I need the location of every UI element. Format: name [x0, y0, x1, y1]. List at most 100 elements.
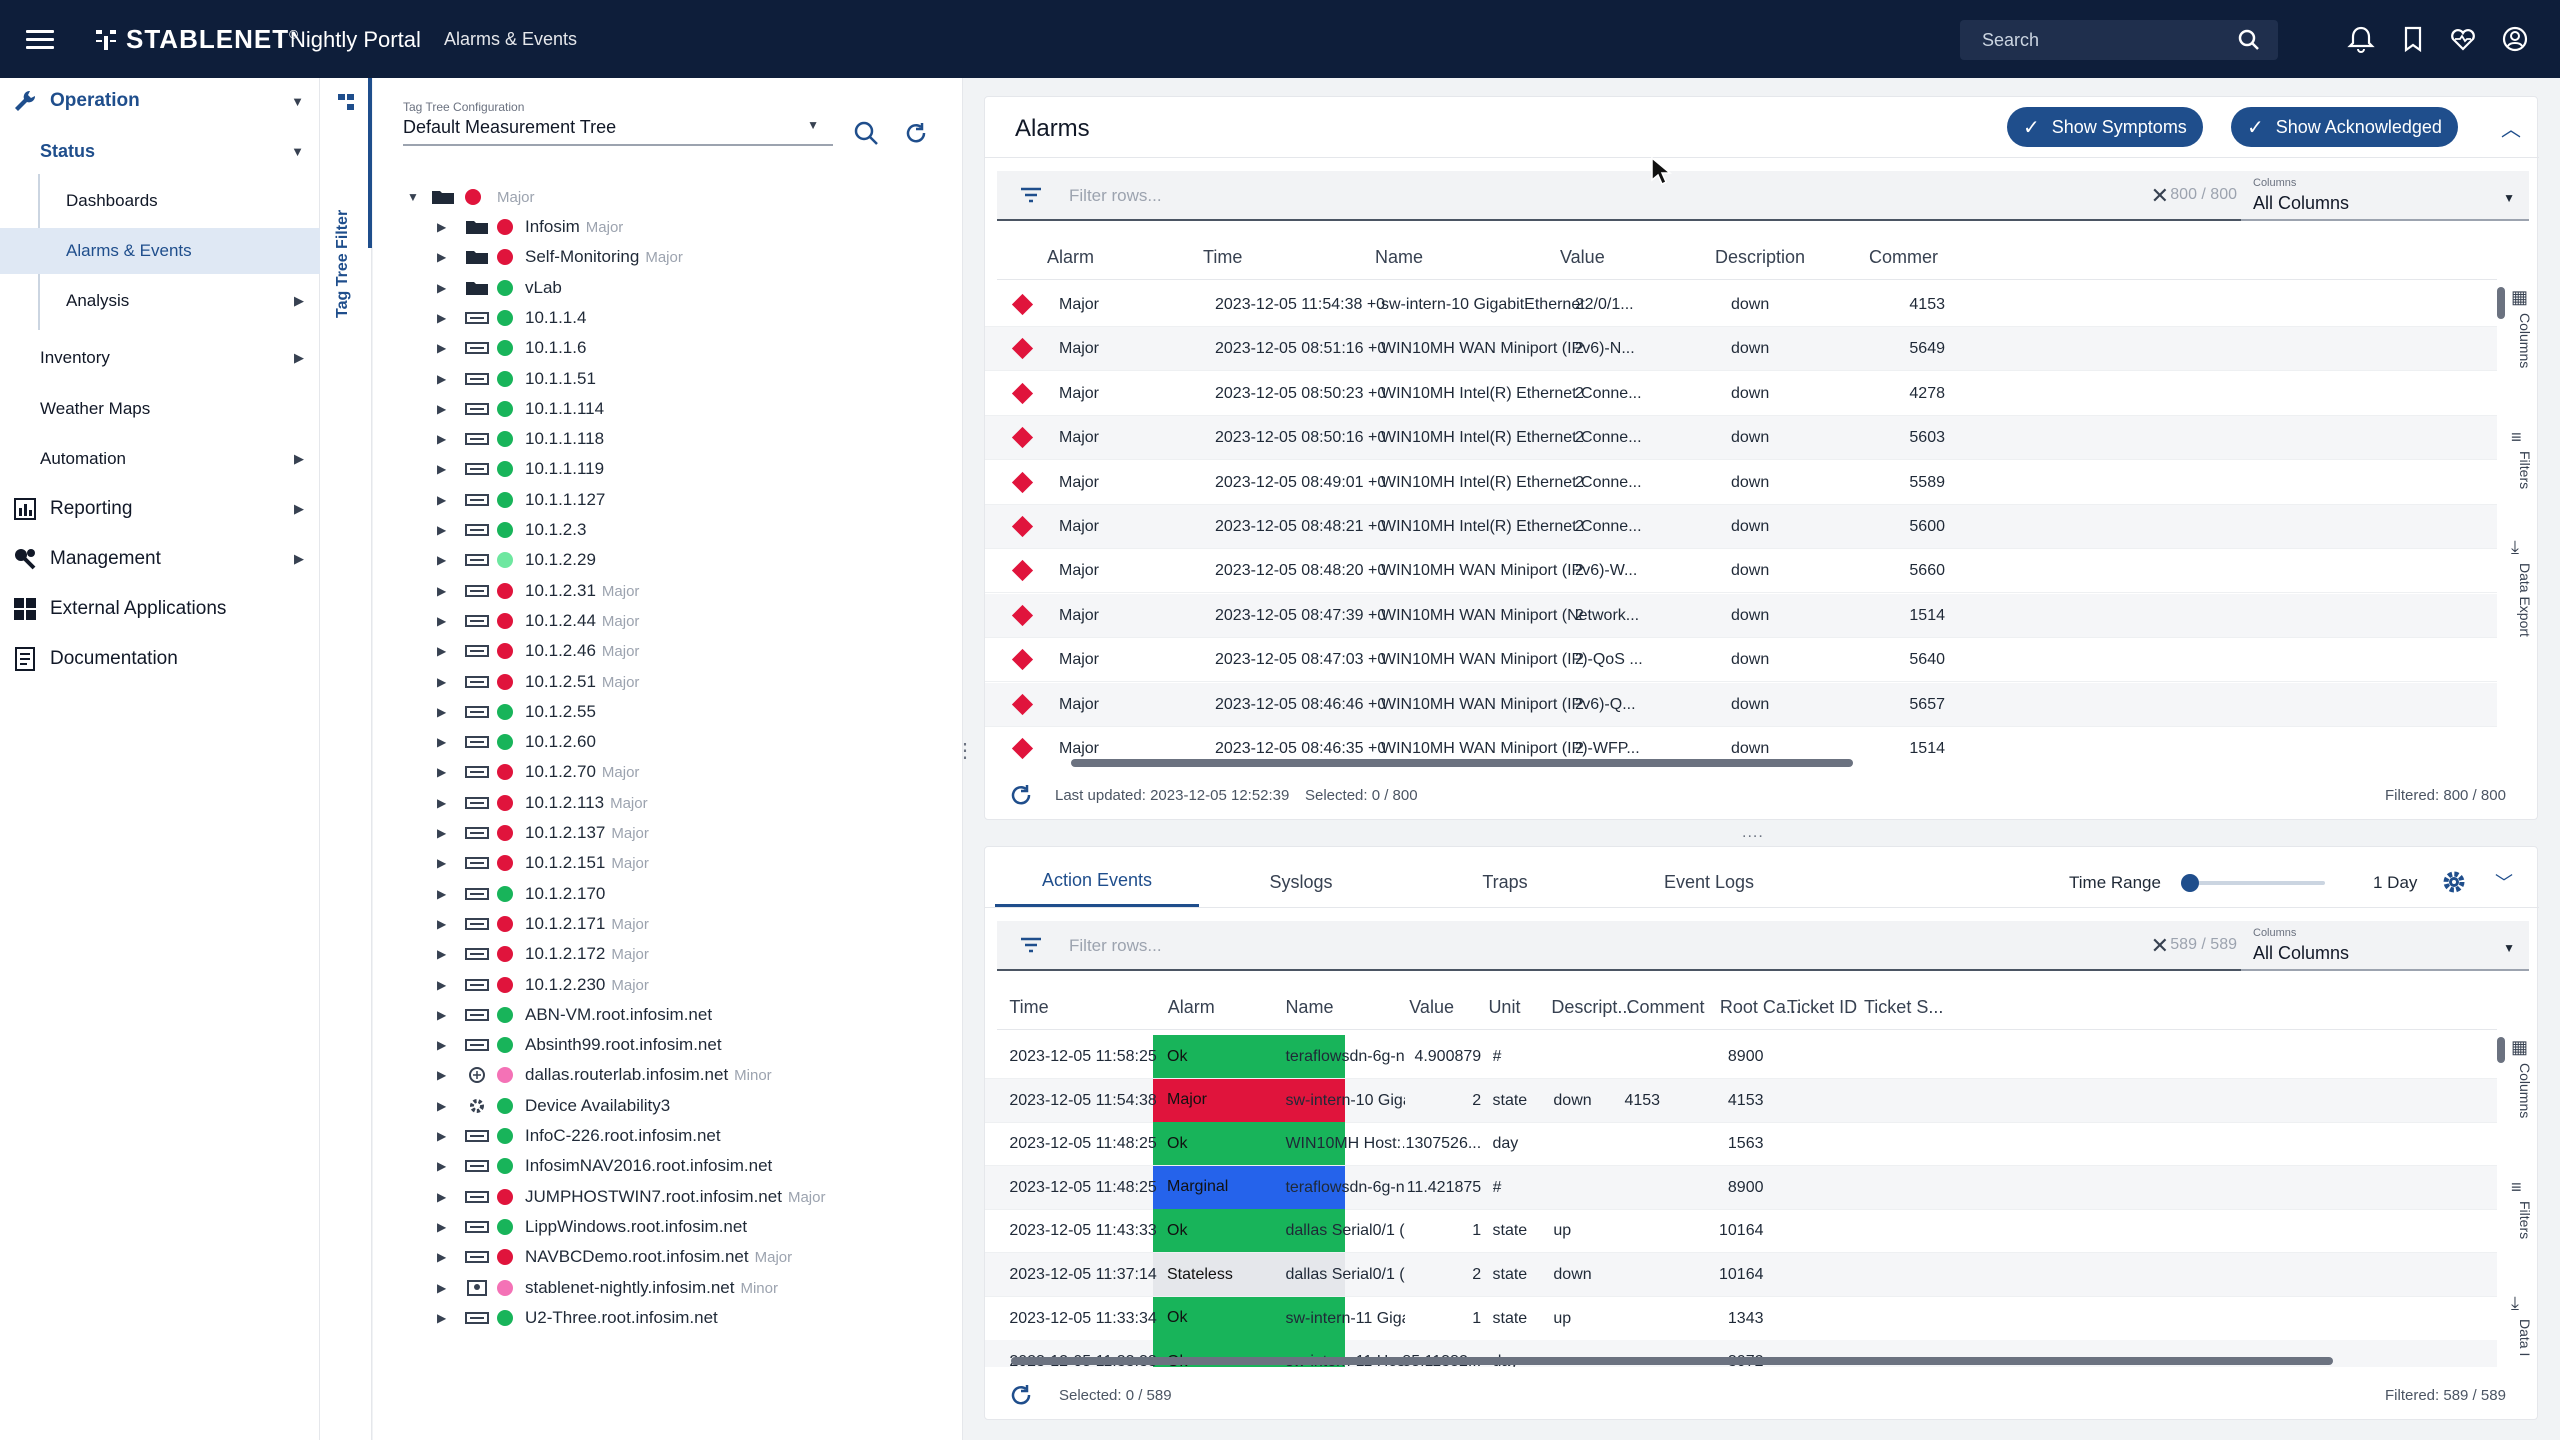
tab-traps[interactable]: Traps — [1482, 871, 1528, 892]
column-header[interactable]: Name — [1285, 997, 1334, 1017]
chevron-right-icon[interactable]: ▶ — [437, 280, 447, 295]
tree-item[interactable]: ▶ 10.1.2.172 Major — [373, 939, 953, 969]
chevron-right-icon[interactable]: ▶ — [437, 1159, 447, 1174]
tree-item[interactable]: ▶ Self-Monitoring Major — [373, 242, 953, 272]
filters-side-tab[interactable]: Filters — [2517, 1201, 2533, 1240]
chevron-right-icon[interactable]: ▶ — [437, 1007, 447, 1022]
chevron-right-icon[interactable]: ▶ — [437, 613, 447, 628]
user-icon[interactable] — [2500, 24, 2530, 54]
heart-pulse-icon[interactable] — [2448, 24, 2478, 54]
chevron-right-icon[interactable]: ▶ — [437, 947, 447, 962]
chevron-right-icon[interactable]: ▶ — [437, 583, 447, 598]
filter-lines-icon[interactable]: ≡ — [2511, 427, 2522, 447]
data-export-side-tab[interactable]: Data I — [2517, 1319, 2533, 1357]
tree-item[interactable]: ▶ stablenet-nightly.infosim.net Minor — [373, 1273, 953, 1303]
columns-side-tab[interactable]: Columns — [2517, 313, 2533, 369]
horizontal-scrollbar[interactable] — [1071, 759, 1853, 767]
chevron-right-icon[interactable]: ▶ — [437, 1068, 447, 1083]
nav-alarms-events[interactable]: Alarms & Events — [0, 228, 320, 274]
tree-item[interactable]: ▶ 10.1.2.170 — [373, 879, 953, 909]
vertical-scrollbar[interactable] — [2497, 287, 2505, 319]
tree-item[interactable]: ▶ 10.1.2.137 Major — [373, 818, 953, 848]
alarm-row[interactable]: Major 2023-12-05 08:50:23 +0100WIN10MH In… — [985, 372, 2497, 416]
nav-weather-maps[interactable]: Weather Maps — [40, 399, 151, 418]
tab-event-logs[interactable]: Event Logs — [1663, 871, 1755, 892]
tree-item[interactable]: ▶ NAVBCDemo.root.infosim.net Major — [373, 1242, 953, 1272]
refresh-icon[interactable] — [903, 120, 929, 146]
grid-icon[interactable]: ▦ — [2511, 287, 2529, 307]
tree-item[interactable]: ▶ 10.1.2.3 — [373, 515, 953, 545]
refresh-icon[interactable] — [1009, 1383, 1033, 1407]
chevron-right-icon[interactable]: ▶ — [437, 462, 447, 477]
show-symptoms-button[interactable]: ✓ Show Symptoms — [2007, 107, 2203, 147]
chevron-right-icon[interactable]: ▶ — [437, 704, 447, 719]
chevron-right-icon[interactable]: ▶ — [437, 310, 447, 325]
chevron-right-icon[interactable]: ▶ — [437, 1310, 447, 1325]
alarm-row[interactable]: Major 2023-12-05 08:46:35 +0100WIN10MH WA… — [985, 727, 2497, 763]
alarm-row[interactable]: Major 2023-12-05 08:47:39 +0100WIN10MH WA… — [985, 593, 2497, 638]
tree-item[interactable]: ▶ 10.1.2.70 Major — [373, 757, 953, 787]
column-header[interactable]: Alarm — [1167, 997, 1215, 1017]
tree-item[interactable]: ▶ 10.1.2.55 — [373, 697, 953, 727]
tree-item[interactable]: ▶ 10.1.1.51 — [373, 364, 953, 394]
alarm-row[interactable]: Major 2023-12-05 08:51:16 +0100WIN10MH WA… — [985, 327, 2497, 372]
time-range-slider[interactable] — [2181, 874, 2325, 892]
alarm-row[interactable]: Major 2023-12-05 08:48:21 +0100WIN10MH In… — [985, 505, 2497, 549]
tree-item[interactable]: ▶ LippWindows.root.infosim.net — [373, 1212, 953, 1242]
tree-item[interactable]: ▶ 10.1.1.6 — [373, 333, 953, 363]
filter-lines-icon[interactable]: ≡ — [2511, 1177, 2522, 1197]
nav-management[interactable]: Management ▶ — [0, 536, 320, 582]
tree-item[interactable]: ▶ InfoC-226.root.infosim.net — [373, 1121, 953, 1151]
tree-item[interactable]: ▶ JUMPHOSTWIN7.root.infosim.net Major — [373, 1182, 953, 1212]
chevron-right-icon[interactable]: ▶ — [437, 765, 447, 780]
data-export-side-tab[interactable]: Data Export — [2517, 563, 2533, 637]
chevron-right-icon[interactable]: ▶ — [437, 492, 447, 507]
column-header[interactable]: Descript... — [1551, 997, 1633, 1017]
nav-dashboards[interactable]: Dashboards — [66, 191, 158, 210]
nav-analysis[interactable]: Analysis ▶ — [0, 278, 320, 324]
column-header[interactable]: Commer — [1869, 247, 1939, 267]
tree-item[interactable]: ▶ Device Availability3 — [373, 1091, 953, 1121]
chevron-down-icon[interactable]: ▼ — [407, 190, 419, 204]
splitter-handle[interactable]: .... — [1742, 824, 1764, 841]
tree-item[interactable]: ▶ 10.1.2.31 Major — [373, 576, 953, 606]
show-acknowledged-button[interactable]: ✓ Show Acknowledged — [2231, 107, 2458, 147]
bell-icon[interactable] — [2346, 24, 2376, 54]
alarm-row[interactable]: Major 2023-12-05 08:48:20 +0100WIN10MH WA… — [985, 549, 2497, 594]
column-header[interactable]: Root Ca... — [1719, 997, 1801, 1017]
column-header[interactable]: Name — [1375, 247, 1424, 267]
chevron-right-icon[interactable]: ▶ — [437, 341, 447, 356]
tree-item[interactable]: ▶ 10.1.1.4 — [373, 303, 953, 333]
chevron-right-icon[interactable]: ▶ — [437, 1038, 447, 1053]
chevron-right-icon[interactable]: ▶ — [437, 856, 447, 871]
tag-tree-filter-tab[interactable]: Tag Tree Filter — [320, 78, 372, 1440]
tree-item[interactable]: ▶ 10.1.2.230 Major — [373, 970, 953, 1000]
tree-item[interactable]: ▶ 10.1.2.29 — [373, 545, 953, 575]
column-header[interactable]: Description — [1715, 247, 1806, 267]
nav-automation[interactable]: Automation ▶ — [0, 436, 320, 482]
column-header[interactable]: Alarm — [1047, 247, 1095, 267]
chevron-down-icon[interactable]: ﹀ — [2495, 873, 2513, 893]
chevron-right-icon[interactable]: ▶ — [437, 644, 447, 659]
tab-syslogs[interactable]: Syslogs — [1269, 871, 1333, 892]
tag-tree-config-select[interactable]: Tag Tree Configuration Default Measureme… — [403, 100, 833, 146]
resize-handle-icon[interactable]: ⋮ — [955, 740, 975, 762]
alarm-row[interactable]: Major 2023-12-05 11:54:38 +0100sw-intern-… — [985, 283, 2497, 327]
tree-item[interactable]: ▶ dallas.routerlab.infosim.net Minor — [373, 1060, 953, 1090]
tree-item[interactable]: ▶ 10.1.2.44 Major — [373, 606, 953, 636]
chevron-up-icon[interactable]: ︿ — [2501, 119, 2521, 141]
events-filter-input[interactable]: Filter rows... ✕ 589 / 589 — [997, 921, 2255, 971]
column-header[interactable]: Ticket ID — [1786, 997, 1858, 1017]
chevron-right-icon[interactable]: ▶ — [437, 735, 447, 750]
tree-item[interactable]: ▶ 10.1.1.127 — [373, 485, 953, 515]
chevron-right-icon[interactable]: ▶ — [437, 795, 447, 810]
clear-icon[interactable]: ✕ — [2150, 183, 2169, 208]
tree-item[interactable]: ▶ vLab — [373, 273, 953, 303]
tree-item[interactable]: ▶ 10.1.2.60 — [373, 727, 953, 757]
